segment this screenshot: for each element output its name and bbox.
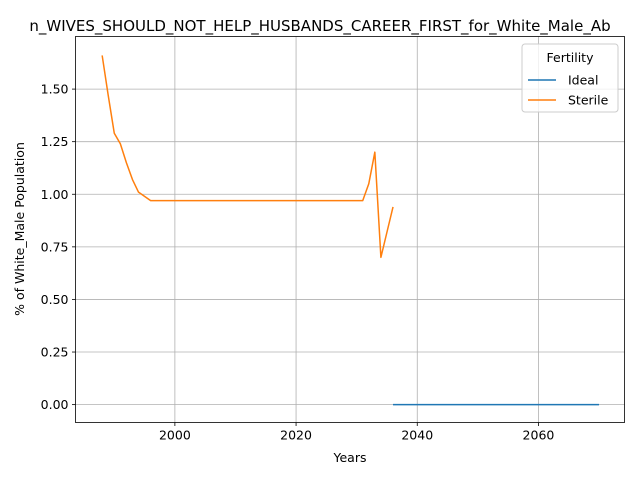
- legend: Fertility Ideal Sterile: [521, 43, 619, 113]
- y-tick-label: 0.50: [41, 292, 69, 307]
- legend-title: Fertility: [547, 50, 595, 65]
- x-tick-label: 2000: [159, 428, 191, 443]
- y-tick-label: 1.25: [41, 134, 69, 149]
- series-line-sterile: [101, 55, 394, 259]
- y-axis-ticks: 0.00 0.25 0.50 0.75 1.00 1.25 1.50: [41, 82, 76, 412]
- y-tick-label: 0.25: [41, 345, 69, 360]
- x-tick-label: 2040: [401, 428, 433, 443]
- y-tick-label: 0.75: [41, 239, 69, 254]
- x-tick-label: 2020: [280, 428, 312, 443]
- legend-label-sterile: Sterile: [568, 93, 609, 108]
- y-tick-label: 0.00: [41, 397, 69, 412]
- y-tick-label: 1.50: [41, 82, 69, 97]
- series-layer: [101, 55, 600, 406]
- x-tick-label: 2060: [523, 428, 555, 443]
- y-axis-label: % of White_Male Population: [12, 142, 27, 316]
- grid-lines: [75, 36, 625, 423]
- y-tick-label: 1.00: [41, 187, 69, 202]
- plot-frame: [75, 36, 625, 423]
- legend-label-ideal: Ideal: [568, 73, 598, 88]
- x-axis-ticks: 2000 2020 2040 2060: [159, 422, 555, 443]
- x-axis-label: Years: [333, 450, 367, 465]
- legend-items: Ideal Sterile: [528, 73, 609, 108]
- legend-box: [521, 43, 619, 113]
- chart-title: n_WIVES_SHOULD_NOT_HELP_HUSBANDS_CAREER_…: [29, 17, 610, 36]
